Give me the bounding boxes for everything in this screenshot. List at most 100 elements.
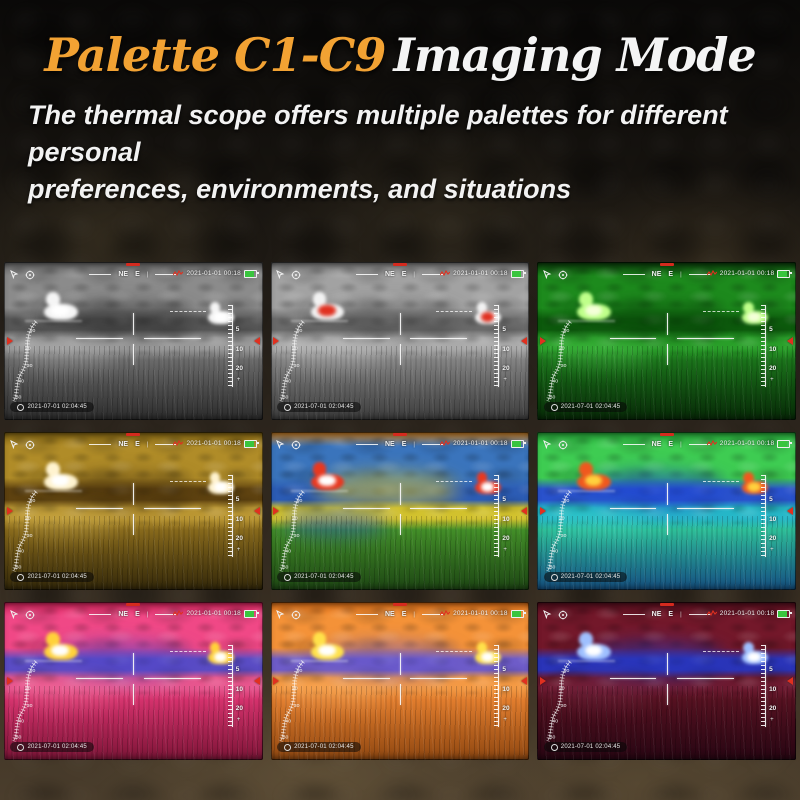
- arc-number: 40: [552, 379, 558, 385]
- compass-heading-e: E: [668, 271, 674, 279]
- crosshair-bottom-arm: [133, 684, 135, 705]
- arc-number: 20: [559, 516, 565, 522]
- range-dash-marker: [436, 310, 473, 312]
- deer-head: [743, 301, 754, 313]
- range-number: 10: [502, 515, 510, 523]
- reticle-circle-icon: [25, 610, 35, 620]
- hud-top-left: [276, 610, 301, 620]
- ground-streak: [24, 659, 82, 662]
- hud-datetime: 2021-01-01 00:18: [186, 610, 241, 618]
- thermal-view-c9: NE E | 2021-01-01 00:18 10 20 30 40 50: [537, 602, 796, 760]
- crosshair-top-arm: [399, 482, 401, 505]
- crosshair-bottom-arm: [133, 344, 135, 365]
- arc-number: 40: [286, 719, 292, 725]
- compass-tick: |: [680, 611, 682, 618]
- ruler-ticks: [227, 474, 232, 557]
- stadiametric-arc-scale: 10 20 30 40 50: [12, 489, 39, 572]
- deer-head: [209, 471, 221, 483]
- right-edge-arrow-icon: [520, 507, 527, 515]
- hud-top-right: 2021-01-01 00:18: [440, 609, 526, 618]
- compass-index-marker: [126, 433, 141, 436]
- compass-tick: |: [680, 271, 682, 278]
- heat-signature-right-deer: [741, 301, 768, 326]
- range-number: 10: [769, 515, 777, 523]
- compass-tick: |: [413, 611, 415, 618]
- hot-spot-icon: [440, 610, 451, 617]
- arc-number: 30: [27, 363, 33, 369]
- timestamp-badge: 2021-07-01 02:04:45: [543, 572, 628, 583]
- deer-head: [312, 292, 327, 306]
- timestamp-text: 2021-07-01 02:04:45: [27, 404, 87, 411]
- timestamp-text: 2021-07-01 02:04:45: [294, 404, 354, 411]
- cursor-arrow-icon: [543, 440, 552, 450]
- crosshair-left-arm: [76, 508, 123, 510]
- hot-spot-icon: [173, 610, 184, 617]
- heat-signature-right-deer: [741, 471, 768, 496]
- compass-index-marker: [392, 263, 407, 266]
- range-dash-marker: [169, 480, 206, 482]
- crosshair-bottom-arm: [399, 344, 401, 365]
- compass-dash-right: [421, 444, 444, 446]
- clock-icon: [17, 743, 25, 751]
- ruler-line: [231, 474, 233, 557]
- compass-dash-right: [421, 274, 444, 276]
- heat-signature-left-deer: [577, 292, 612, 320]
- deer-head: [476, 471, 487, 483]
- arc-number: 20: [25, 346, 31, 352]
- arc-number: 50: [16, 564, 22, 570]
- thermal-view-c7: NE E | 2021-01-01 00:18 10 20 30 40 50: [4, 602, 263, 760]
- clock-icon: [550, 403, 558, 411]
- left-edge-arrow-icon: [539, 337, 546, 345]
- cursor-arrow-icon: [276, 440, 285, 450]
- crosshair-top-arm: [399, 652, 401, 675]
- hot-spot-icon: [706, 270, 717, 277]
- ground-streak: [291, 659, 349, 662]
- header: Palette C1-C9 Imaging Mode The thermal sc…: [0, 30, 800, 208]
- arc-number: 40: [19, 379, 25, 385]
- range-plus-mark: +: [236, 376, 241, 383]
- deer-hot-core: [214, 651, 228, 662]
- crosshair-top-arm: [133, 482, 135, 505]
- battery-icon: [243, 439, 259, 448]
- hud-top-right: 2021-01-01 00:18: [706, 269, 793, 278]
- ruler-line: [765, 474, 767, 557]
- range-number: 5: [235, 666, 240, 674]
- range-plus-mark: +: [770, 376, 774, 383]
- left-edge-arrow-icon: [6, 337, 13, 345]
- left-edge-arrow-icon: [6, 507, 13, 515]
- arc-number: 50: [283, 564, 289, 570]
- compass-strip: NE E |: [622, 441, 711, 448]
- reticle-circle-icon: [291, 440, 301, 450]
- timestamp-badge: 2021-07-01 02:04:45: [277, 402, 361, 413]
- subtitle-line-2: preferences, environments, and situation…: [28, 174, 572, 205]
- crosshair-left-arm: [343, 338, 390, 340]
- ruler-ticks: [761, 474, 766, 557]
- clock-icon: [17, 403, 25, 411]
- compass-strip: NE E |: [356, 611, 444, 618]
- right-edge-arrow-icon: [520, 337, 527, 345]
- heat-signature-right-deer: [475, 471, 501, 496]
- compass-dash-left: [622, 614, 645, 616]
- range-ruler: 5 10 20 +: [761, 304, 789, 387]
- arc-number: 30: [294, 533, 300, 539]
- cursor-arrow-icon: [276, 610, 285, 620]
- deer-hot-core: [318, 644, 336, 657]
- range-dash-marker: [436, 650, 473, 652]
- ruler-line: [231, 644, 233, 727]
- arc-number: 50: [549, 734, 555, 740]
- stadiametric-arc-scale: 10 20 30 40 50: [278, 489, 306, 572]
- compass-tick: |: [146, 611, 149, 618]
- compass-index-marker: [126, 263, 141, 266]
- timestamp-text: 2021-07-01 02:04:45: [294, 744, 354, 751]
- compass-strip: NE E |: [356, 271, 444, 278]
- arc-number: 30: [27, 703, 33, 709]
- battery-icon: [777, 609, 793, 618]
- ruler-ticks: [494, 474, 499, 557]
- heat-signature-right-deer: [208, 301, 235, 326]
- hud-top-right: 2021-01-01 00:18: [173, 609, 259, 618]
- deer-head: [46, 632, 60, 646]
- left-edge-arrow-icon: [273, 677, 280, 685]
- thermal-view-c8: NE E | 2021-01-01 00:18 10 20 30 40 50: [270, 602, 530, 760]
- hud-datetime: 2021-01-01 00:18: [453, 270, 508, 278]
- crosshair-right-arm: [410, 678, 468, 680]
